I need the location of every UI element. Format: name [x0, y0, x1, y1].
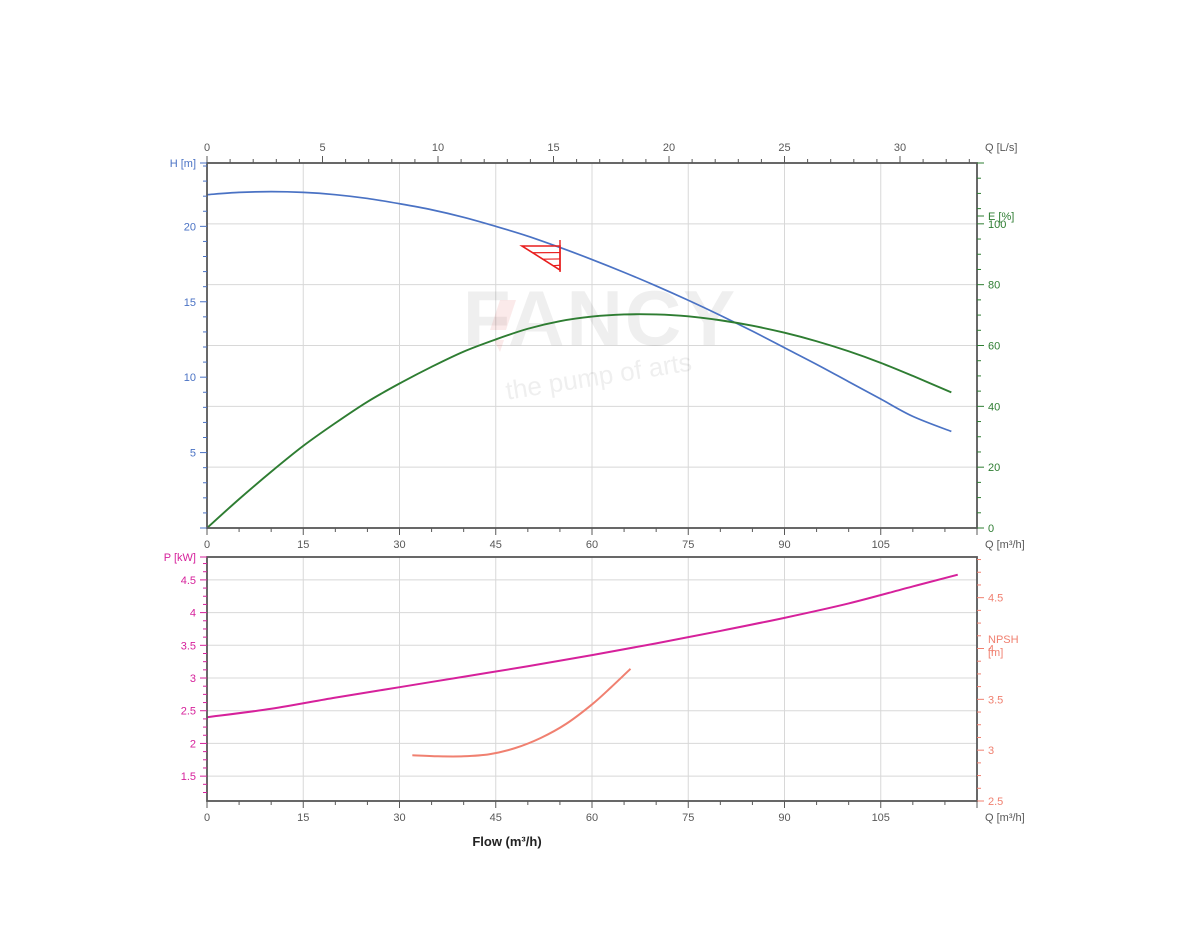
axis-tick-label: 3.5	[181, 640, 196, 652]
top-axis-q-ls: 0 5 10 15 20 25 30 Q [L/s]	[204, 142, 1017, 163]
axis-tick-label: 40	[988, 401, 1000, 413]
axis-tick-label: 5	[319, 142, 325, 154]
axis-tick-label: 4	[988, 644, 994, 656]
axis-tick-label: 100	[988, 219, 1006, 231]
head-curve	[206, 190, 952, 433]
left-axis-h: 5 10 15 20 H [m]	[170, 158, 207, 529]
axis-tick-label: 80	[988, 280, 1000, 292]
axis-tick-label: 30	[894, 142, 906, 154]
axis-tick-label: 45	[490, 812, 502, 824]
axis-tick-label: 25	[778, 142, 790, 154]
right-axis-npsh: 2.5 3 3.5 4 4.5 NPSH[m]	[977, 559, 1019, 808]
axis-title-p: P [kW]	[164, 552, 196, 564]
bottom-chart-group	[207, 557, 977, 801]
axis-tick-label: 60	[988, 341, 1000, 353]
axis-tick-label: 60	[586, 539, 598, 551]
watermark-logo-icon	[490, 300, 516, 352]
axis-title-q-ls: Q [L/s]	[985, 142, 1017, 154]
axis-tick-label: 20	[184, 221, 196, 233]
axis-tick-label: 60	[586, 812, 598, 824]
axis-title-e: E [%]	[988, 211, 1014, 223]
duty-point-marker[interactable]	[519, 240, 561, 272]
axis-tick-label: 45	[490, 539, 502, 551]
axis-tick-label: 90	[778, 812, 790, 824]
axis-tick-label: 30	[393, 539, 405, 551]
efficiency-curve	[206, 313, 952, 529]
top-chart-bottom-axis-q: 0 15 30 45 60 75 90 105 Q [m³/h]	[204, 528, 1025, 551]
axis-tick-label: 0	[988, 523, 994, 535]
axis-tick-label: 75	[682, 539, 694, 551]
axis-title-q-m3h: Q [m³/h]	[985, 812, 1025, 824]
npsh-curve	[412, 668, 632, 758]
axis-tick-label: 15	[547, 142, 559, 154]
axis-tick-label: 5	[190, 448, 196, 460]
axis-tick-label: 0	[204, 142, 210, 154]
axis-tick-label: 15	[297, 812, 309, 824]
top-chart-group	[207, 163, 977, 529]
axis-tick-label: 15	[184, 297, 196, 309]
axis-tick-label: 0	[204, 539, 210, 551]
axis-tick-label: 4	[190, 608, 196, 620]
x-axis-label-flow: Flow (m³/h)	[472, 834, 541, 849]
axis-tick-label: 4.5	[988, 593, 1003, 605]
axis-tick-label: 20	[663, 142, 675, 154]
axis-tick-label: 105	[872, 539, 890, 551]
axis-tick-label: 20	[988, 462, 1000, 474]
axis-title-q-m3h: Q [m³/h]	[985, 539, 1025, 551]
axis-tick-label: 3	[190, 673, 196, 685]
axis-tick-label: 3.5	[988, 694, 1003, 706]
axis-tick-label: 105	[872, 812, 890, 824]
axis-title-h: H [m]	[170, 158, 196, 170]
axis-tick-label: 1.5	[181, 771, 196, 783]
axis-tick-label: 2.5	[988, 796, 1003, 808]
axis-tick-label: 4.5	[181, 575, 196, 587]
bottom-axis-q: 0 15 30 45 60 75 90 105 Q [m³/h] Flow (m³/h)	[204, 801, 1025, 849]
axis-title-npsh-line2: [m]	[988, 647, 1003, 659]
axis-tick-label: 3	[988, 745, 994, 757]
axis-tick-label: 90	[778, 539, 790, 551]
duty-marker-outline	[519, 245, 561, 272]
axis-tick-label: 75	[682, 812, 694, 824]
axis-tick-label: 15	[297, 539, 309, 551]
axis-tick-label: 2.5	[181, 706, 196, 718]
axis-tick-label: 2	[190, 738, 196, 750]
axis-tick-label: 30	[393, 812, 405, 824]
power-curve	[206, 573, 959, 719]
left-axis-p: 1.5 2 2.5 3 3.5 4 4.5 P [kW]	[164, 552, 207, 793]
axis-tick-label: 10	[184, 372, 196, 384]
axis-title-npsh-line1: NPSH	[988, 634, 1019, 646]
axis-tick-label: 10	[432, 142, 444, 154]
watermark-title: FANCY	[463, 274, 737, 362]
axis-tick-label: 0	[204, 812, 210, 824]
